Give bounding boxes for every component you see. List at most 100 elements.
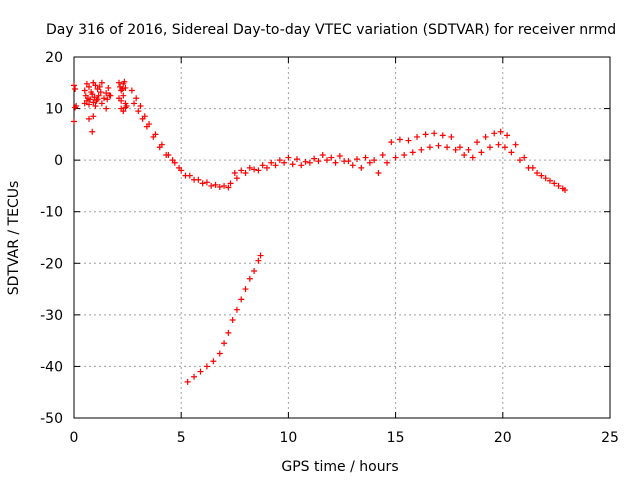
data-point xyxy=(197,368,204,375)
data-point xyxy=(521,154,528,161)
data-point xyxy=(135,108,142,115)
data-point xyxy=(242,286,249,293)
data-point xyxy=(71,118,77,125)
series-descending-segment xyxy=(184,252,264,385)
data-point xyxy=(349,162,356,169)
data-point xyxy=(199,180,206,187)
data-point xyxy=(86,101,93,108)
data-point xyxy=(414,133,421,140)
data-point xyxy=(354,156,361,163)
data-point xyxy=(91,94,98,101)
data-point xyxy=(525,164,532,171)
series-main-track-A xyxy=(128,87,568,194)
y-tick-label: -30 xyxy=(40,308,63,324)
data-point xyxy=(465,146,472,153)
data-point xyxy=(83,80,90,87)
data-point xyxy=(328,154,335,161)
data-point xyxy=(516,157,523,164)
data-point xyxy=(210,358,217,365)
data-point xyxy=(293,156,300,163)
y-tick-label: 10 xyxy=(45,102,63,118)
data-point xyxy=(118,97,125,104)
data-point xyxy=(216,350,223,357)
data-point xyxy=(555,182,562,189)
data-point xyxy=(133,95,140,102)
data-point xyxy=(551,180,558,187)
data-point xyxy=(495,141,502,148)
data-points xyxy=(71,78,568,385)
data-point xyxy=(98,79,105,86)
data-point xyxy=(426,144,433,151)
data-point xyxy=(231,170,238,177)
data-point xyxy=(131,100,138,107)
data-point xyxy=(106,92,113,99)
data-point xyxy=(121,78,128,85)
data-point xyxy=(546,177,553,184)
data-point xyxy=(90,113,97,120)
data-point xyxy=(332,159,339,166)
grid-lines xyxy=(74,57,610,418)
data-point xyxy=(229,317,236,324)
data-point xyxy=(103,105,110,112)
y-tick-label: -20 xyxy=(40,256,63,272)
data-point xyxy=(120,92,127,99)
data-point xyxy=(208,182,215,189)
data-point xyxy=(469,154,476,161)
data-point xyxy=(122,84,129,91)
data-point xyxy=(120,108,127,115)
data-point xyxy=(81,87,88,94)
data-point xyxy=(184,378,191,385)
data-point xyxy=(362,154,369,161)
data-point xyxy=(501,144,508,151)
data-point xyxy=(176,164,183,171)
x-tick-label: 15 xyxy=(387,430,405,446)
data-point xyxy=(94,96,101,103)
data-point xyxy=(255,257,262,264)
data-point xyxy=(388,139,395,146)
data-point xyxy=(319,151,326,158)
data-point xyxy=(122,104,129,111)
x-tick-label: 0 xyxy=(70,430,79,446)
chart-title: Day 316 of 2016, Sidereal Day-to-day VTE… xyxy=(46,22,616,38)
data-point xyxy=(246,164,253,171)
data-point xyxy=(238,167,245,174)
data-point xyxy=(263,164,270,171)
data-point xyxy=(251,166,258,173)
data-point xyxy=(128,87,135,94)
data-point xyxy=(559,185,566,192)
y-tick-label: -40 xyxy=(40,359,63,375)
y-tick-label: 20 xyxy=(45,50,63,66)
data-point xyxy=(461,151,468,158)
data-point xyxy=(281,159,288,166)
data-point xyxy=(311,155,318,162)
data-point xyxy=(268,159,275,166)
data-point xyxy=(497,128,504,135)
data-point xyxy=(83,97,90,104)
data-point xyxy=(246,275,253,282)
data-point xyxy=(72,104,79,111)
x-tick-label: 20 xyxy=(494,430,512,446)
data-point xyxy=(298,162,305,169)
y-axis-label: SDTVAR / TECUs xyxy=(6,181,22,296)
data-point xyxy=(137,102,144,109)
data-point xyxy=(306,159,313,166)
data-point xyxy=(358,164,365,171)
data-point xyxy=(116,79,123,86)
data-point xyxy=(191,176,198,183)
data-point xyxy=(401,151,408,158)
x-tick-label: 5 xyxy=(177,430,186,446)
data-point xyxy=(95,92,102,99)
y-tick-label: -10 xyxy=(40,205,63,221)
data-point xyxy=(238,296,245,303)
data-point xyxy=(101,95,108,102)
data-point xyxy=(89,128,96,135)
data-point xyxy=(97,89,104,96)
data-point xyxy=(384,159,391,166)
data-point xyxy=(448,133,455,140)
data-point xyxy=(251,268,258,275)
data-point xyxy=(486,144,493,151)
data-point xyxy=(422,131,429,138)
data-point xyxy=(257,252,264,259)
data-point xyxy=(366,159,373,166)
